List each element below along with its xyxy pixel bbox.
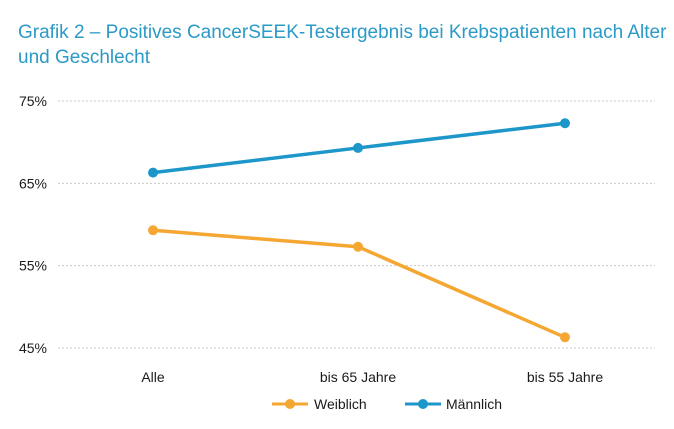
legend: Weiblich Männlich (272, 396, 502, 412)
data-point (560, 332, 570, 343)
x-tick-label: bis 55 Jahre (527, 369, 603, 385)
legend-swatch-marker (285, 399, 295, 409)
series-lines (148, 118, 570, 343)
legend-item-männlich: Männlich (405, 396, 502, 412)
y-tick-label: 45% (19, 340, 47, 356)
legend-swatch-marker (418, 399, 428, 409)
y-tick-label: 75% (19, 93, 47, 109)
data-point (353, 142, 363, 153)
y-tick-label: 55% (19, 258, 47, 274)
legend-item-weiblich: Weiblich (272, 396, 367, 412)
data-point (353, 241, 363, 252)
chart-title: Grafik 2 – Positives CancerSEEK-Testerge… (18, 22, 667, 68)
data-point (148, 225, 158, 236)
gridlines (58, 100, 655, 349)
data-point (148, 167, 158, 178)
series-männlich (148, 118, 570, 178)
y-axis-ticks: 75% 65% 55% 45% (19, 93, 47, 356)
x-axis-ticks: Alle bis 65 Jahre bis 55 Jahre (141, 369, 603, 385)
legend-label: Weiblich (314, 396, 367, 412)
x-tick-label: Alle (141, 369, 165, 385)
series-weiblich (148, 225, 570, 343)
y-tick-label: 65% (19, 175, 47, 191)
legend-label: Männlich (446, 396, 502, 412)
x-tick-label: bis 65 Jahre (320, 369, 396, 385)
data-point (560, 118, 570, 129)
